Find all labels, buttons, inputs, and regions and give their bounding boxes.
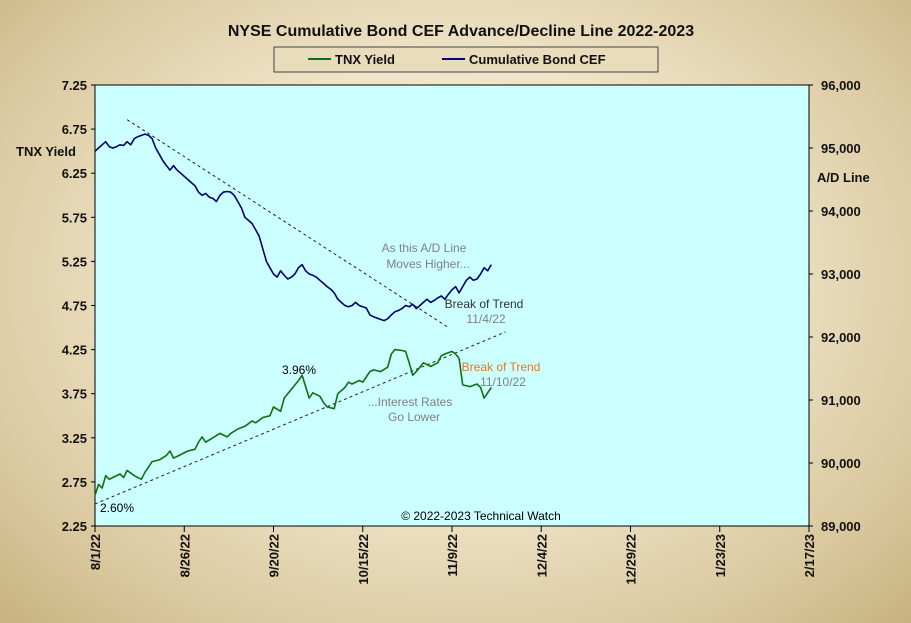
y-right-axis-label: A/D Line: [817, 170, 870, 185]
y-right-tick-label: 95,000: [821, 141, 861, 156]
y-left-tick-label: 2.25: [62, 519, 87, 534]
y-right-tick-label: 96,000: [821, 78, 861, 93]
series-line-cumulative-bond-cef: [94, 133, 492, 322]
annotations: 3.96% 2.60% As this A/D Line Moves Highe…: [100, 241, 561, 523]
annotation-yield-note-2: Go Lower: [388, 410, 440, 424]
annotation-yield-high: 3.96%: [282, 363, 316, 377]
y-right-tick-label: 93,000: [821, 267, 861, 282]
x-tick-label: 10/15/22: [356, 534, 371, 585]
annotation-yield-break-2: 11/10/22: [480, 375, 526, 389]
y-left-tick-label: 3.75: [62, 387, 87, 402]
x-tick-label: 9/20/22: [267, 534, 282, 577]
annotation-ad-note-2: Moves Higher...: [386, 257, 469, 271]
x-axis: 8/1/22 8/26/22 9/20/22 10/15/22 11/9/22 12/4/…: [88, 526, 817, 585]
x-tick-label: 2/17/23: [802, 534, 817, 577]
y-left-tick-label: 7.25: [62, 78, 87, 93]
series-layer: [94, 133, 492, 496]
legend-label-cumulative-bond-cef: Cumulative Bond CEF: [469, 52, 606, 67]
x-tick-label: 8/1/22: [88, 534, 103, 570]
y-left-tick-label: 6.75: [62, 122, 87, 137]
legend-label-tnx-yield: TNX Yield: [335, 52, 395, 67]
y-right-axis: 89,000 90,000 91,000 92,000 93,000 94,000 95,0…: [809, 78, 861, 534]
y-left-tick-label: 4.75: [62, 299, 87, 314]
series-line-tnx-yield: [94, 348, 492, 496]
y-left-tick-label: 2.75: [62, 475, 87, 490]
x-tick-label: 11/9/22: [445, 534, 460, 577]
chart-title: NYSE Cumulative Bond CEF Advance/Decline…: [228, 23, 694, 40]
annotation-yield-note-1: ...Interest Rates: [368, 395, 453, 409]
y-right-tick-label: 94,000: [821, 204, 861, 219]
trendline-ad-line-resistance: [126, 119, 449, 328]
y-left-tick-label: 5.25: [62, 254, 87, 269]
y-left-tick-label: 6.25: [62, 166, 87, 181]
y-right-tick-label: 90,000: [821, 456, 861, 471]
y-right-tick-label: 92,000: [821, 330, 861, 345]
annotation-yield-break-1: Break of Trend: [462, 360, 541, 374]
annotation-ad-break-2: 11/4/22: [466, 312, 505, 326]
trendlines: [94, 119, 506, 505]
y-left-tick-label: 4.25: [62, 343, 87, 358]
legend-box: [273, 46, 659, 73]
y-left-axis-label: TNX Yield: [16, 144, 76, 159]
x-tick-label: 1/23/23: [713, 534, 728, 577]
plot-area: [94, 84, 810, 527]
x-tick-label: 8/26/22: [177, 534, 192, 577]
y-right-tick-label: 89,000: [821, 519, 861, 534]
annotation-ad-break-1: Break of Trend: [445, 297, 524, 311]
y-left-axis: 2.25 2.75 3.25 3.75 4.25 4.75 5.25 5.75 6.25 6.75…: [62, 78, 95, 534]
legend: TNX Yield Cumulative Bond CEF: [273, 46, 659, 73]
annotation-yield-start: 2.60%: [100, 501, 134, 515]
x-tick-label: 12/4/22: [534, 534, 549, 577]
trendline-yield-support: [94, 331, 506, 505]
annotation-ad-note-1: As this A/D Line: [382, 241, 467, 255]
copyright-note: © 2022-2023 Technical Watch: [401, 509, 561, 523]
y-right-tick-label: 91,000: [821, 393, 861, 408]
y-left-tick-label: 5.75: [62, 210, 87, 225]
x-tick-label: 12/29/22: [624, 534, 639, 585]
y-left-tick-label: 3.25: [62, 431, 87, 446]
